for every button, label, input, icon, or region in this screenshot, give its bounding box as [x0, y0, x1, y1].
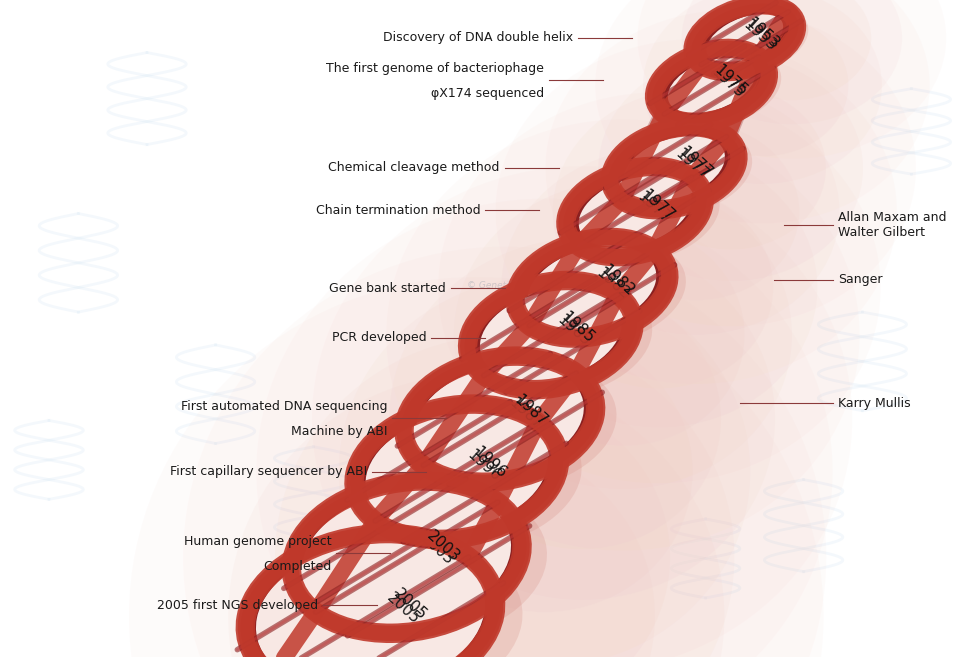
- Text: Discovery of DNA double helix: Discovery of DNA double helix: [383, 32, 573, 45]
- Ellipse shape: [546, 187, 773, 388]
- Ellipse shape: [396, 331, 693, 612]
- Text: The first genome of bacteriophage: The first genome of bacteriophage: [326, 62, 544, 75]
- Text: © Genetic Education Inc.: © Genetic Education Inc.: [467, 281, 581, 290]
- Ellipse shape: [266, 541, 522, 657]
- Ellipse shape: [712, 0, 871, 101]
- Text: 1977: 1977: [635, 189, 673, 226]
- Ellipse shape: [599, 55, 863, 281]
- Text: 1975: 1975: [708, 64, 747, 101]
- Ellipse shape: [638, 0, 947, 159]
- Ellipse shape: [528, 242, 686, 345]
- Ellipse shape: [465, 279, 637, 392]
- Ellipse shape: [482, 285, 652, 397]
- Text: 1996: 1996: [470, 443, 509, 481]
- Ellipse shape: [287, 478, 526, 637]
- Ellipse shape: [480, 289, 621, 381]
- Ellipse shape: [350, 401, 564, 542]
- Ellipse shape: [564, 165, 707, 258]
- Ellipse shape: [339, 397, 670, 657]
- Text: Chemical cleavage method: Chemical cleavage method: [328, 162, 500, 175]
- Ellipse shape: [578, 170, 719, 263]
- Ellipse shape: [676, 14, 849, 156]
- Ellipse shape: [502, 148, 817, 428]
- Text: Allan Maxam and
Walter Gilbert: Allan Maxam and Walter Gilbert: [838, 211, 947, 239]
- Ellipse shape: [312, 166, 853, 657]
- Text: 2005: 2005: [384, 590, 422, 627]
- Ellipse shape: [553, 88, 840, 335]
- Ellipse shape: [653, 47, 770, 124]
- Text: Human genome project: Human genome project: [183, 535, 331, 548]
- Text: 1953: 1953: [743, 15, 782, 53]
- Ellipse shape: [667, 57, 756, 114]
- Ellipse shape: [621, 130, 753, 215]
- Text: 1985: 1985: [559, 309, 597, 346]
- Text: Karry Mullis: Karry Mullis: [838, 397, 910, 409]
- Ellipse shape: [496, 39, 897, 384]
- Ellipse shape: [339, 277, 751, 657]
- Text: 2003: 2003: [417, 532, 457, 568]
- Ellipse shape: [389, 238, 775, 600]
- Text: 1977: 1977: [639, 187, 677, 224]
- Ellipse shape: [454, 181, 792, 489]
- Ellipse shape: [579, 175, 691, 248]
- Ellipse shape: [512, 235, 672, 340]
- Text: 1953: 1953: [740, 17, 779, 54]
- Ellipse shape: [546, 10, 916, 327]
- Text: 1975: 1975: [711, 62, 750, 99]
- Ellipse shape: [707, 14, 783, 62]
- Ellipse shape: [303, 488, 511, 626]
- Ellipse shape: [608, 125, 741, 212]
- Ellipse shape: [183, 246, 826, 657]
- Ellipse shape: [240, 530, 501, 657]
- Ellipse shape: [691, 3, 799, 73]
- Ellipse shape: [129, 277, 823, 657]
- Text: 1985: 1985: [554, 311, 593, 349]
- Ellipse shape: [400, 353, 600, 485]
- Text: 1982: 1982: [594, 265, 632, 302]
- Ellipse shape: [256, 541, 485, 657]
- Ellipse shape: [386, 120, 859, 551]
- Text: Machine by ABI: Machine by ABI: [291, 425, 387, 438]
- Ellipse shape: [275, 335, 734, 657]
- Ellipse shape: [298, 442, 655, 657]
- Ellipse shape: [635, 87, 826, 250]
- Ellipse shape: [682, 0, 902, 124]
- Text: Chain termination method: Chain termination method: [316, 204, 480, 217]
- Text: 1977: 1977: [672, 146, 711, 183]
- Ellipse shape: [257, 198, 833, 657]
- Ellipse shape: [371, 410, 582, 549]
- Text: Gene bank started: Gene bank started: [329, 281, 446, 294]
- Text: Completed: Completed: [263, 560, 331, 573]
- Text: PCR developed: PCR developed: [331, 332, 426, 344]
- Text: Sanger: Sanger: [838, 273, 882, 286]
- Ellipse shape: [643, 0, 882, 184]
- Ellipse shape: [595, 0, 930, 223]
- Ellipse shape: [438, 93, 881, 484]
- Text: 1987: 1987: [512, 392, 550, 429]
- Text: φX174 sequenced: φX174 sequenced: [431, 87, 544, 100]
- Text: First capillary sequencer by ABI: First capillary sequencer by ABI: [171, 466, 368, 478]
- Ellipse shape: [228, 374, 724, 657]
- Text: 2005: 2005: [391, 586, 429, 623]
- Text: 2003: 2003: [424, 528, 463, 565]
- Ellipse shape: [593, 123, 800, 300]
- Text: First automated DNA sequencing: First automated DNA sequencing: [180, 400, 387, 413]
- Text: 1996: 1996: [465, 447, 504, 484]
- Ellipse shape: [366, 412, 548, 532]
- Ellipse shape: [443, 289, 721, 549]
- Text: 1982: 1982: [598, 263, 637, 300]
- Ellipse shape: [623, 135, 725, 201]
- Ellipse shape: [527, 246, 657, 330]
- Ellipse shape: [420, 361, 616, 491]
- Text: 1987: 1987: [506, 395, 545, 432]
- Ellipse shape: [664, 51, 781, 127]
- Ellipse shape: [703, 7, 808, 76]
- Text: 1977: 1977: [676, 145, 714, 181]
- Ellipse shape: [416, 364, 584, 474]
- Text: 2005 first NGS developed: 2005 first NGS developed: [158, 599, 318, 612]
- Ellipse shape: [311, 487, 547, 644]
- Ellipse shape: [501, 224, 745, 446]
